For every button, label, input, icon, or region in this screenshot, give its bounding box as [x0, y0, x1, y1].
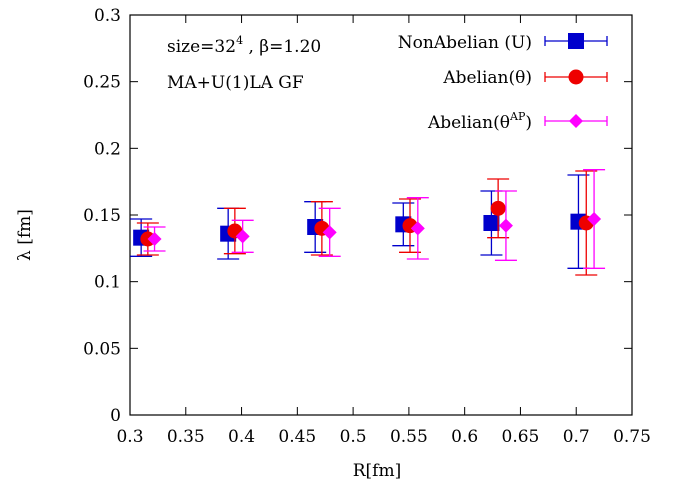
legend-label-abelian-ap-sup: AP [509, 110, 526, 123]
y-tick-label: 0.25 [83, 73, 121, 93]
data-point [235, 229, 250, 244]
data-point [322, 225, 337, 240]
plot-area: 0.3 0.35 0.4 0.45 0.5 0.55 0.6 0.65 0.7 0.75 0 0.05… [83, 6, 651, 447]
x-tick-label: 0.45 [278, 427, 316, 447]
data-point [147, 232, 162, 246]
legend-label-abelian-ap-main: Abelian(θ [427, 113, 510, 133]
legend-marker [568, 69, 584, 85]
y-axis-label: λ [fm] [15, 209, 35, 261]
data-point [498, 218, 513, 233]
x-tick-label: 0.4 [228, 427, 255, 447]
x-tick-label: 0.65 [502, 427, 540, 447]
legend-marker [568, 33, 584, 49]
series-1 [136, 170, 598, 276]
x-axis-label: R[fm] [353, 461, 401, 481]
x-tick-label: 0.55 [390, 427, 428, 447]
annotation-gauge-fixing: MA+U(1)LA GF [167, 73, 304, 93]
x-tick-label: 0.35 [167, 427, 205, 447]
x-tick-label: 0.6 [451, 427, 478, 447]
legend-label-nonabelian: NonAbelian (U) [398, 33, 532, 53]
y-tick-label: 0 [110, 406, 121, 426]
x-tick-label: 0.3 [116, 427, 143, 447]
y-tick-label: 0.15 [83, 206, 121, 226]
data-point [410, 221, 425, 236]
series-2 [143, 169, 606, 269]
legend-marker [569, 114, 583, 128]
y-tick-label: 0.2 [94, 139, 121, 159]
legend-label-abelian-ap-end: ) [525, 113, 532, 133]
data-point [490, 200, 506, 216]
x-tick-label: 0.5 [340, 427, 367, 447]
data-point [483, 215, 500, 231]
series-0 [130, 174, 590, 269]
y-tick-label: 0.3 [94, 6, 121, 26]
legend-label-abelian-ap: Abelian(θAP) [427, 110, 532, 133]
x-tick-label: 0.7 [563, 427, 590, 447]
legend: NonAbelian (U) Abelian(θ) Abelian(θAP) [398, 33, 608, 133]
x-tick-label: 0.75 [613, 427, 651, 447]
annotation-size-prefix: size=32 [167, 37, 236, 57]
legend-samples [544, 33, 608, 128]
data-point [587, 212, 602, 226]
legend-label-abelian: Abelian(θ) [442, 68, 532, 88]
annotation-size-exponent: 4 [236, 34, 243, 47]
annotation-size-beta: size=324 , β=1.20 [167, 34, 321, 57]
y-tick-label: 0.05 [83, 339, 121, 359]
y-tick-label: 0.1 [94, 273, 121, 293]
annotation-beta: , β=1.20 [243, 37, 321, 57]
